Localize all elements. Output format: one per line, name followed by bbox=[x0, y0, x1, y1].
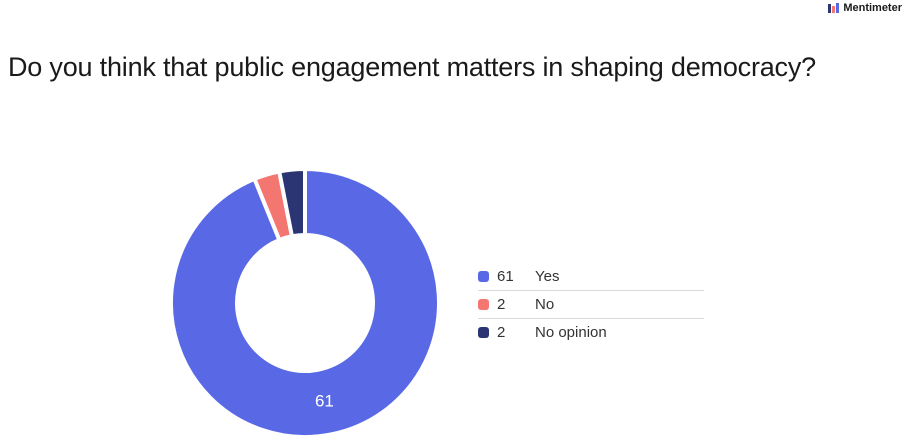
mentimeter-logo: Mentimeter bbox=[828, 2, 902, 14]
legend-label: No bbox=[535, 296, 555, 313]
legend-value: 61 bbox=[497, 268, 514, 285]
slice-value-label: 61 bbox=[315, 392, 334, 411]
legend-swatch bbox=[478, 327, 489, 338]
legend-swatch bbox=[478, 299, 489, 310]
question-title: Do you think that public engagement matt… bbox=[8, 52, 816, 82]
legend-label: No opinion bbox=[535, 324, 607, 341]
legend-item-no-opinion: 2 No opinion bbox=[478, 319, 704, 346]
legend-value: 2 bbox=[497, 324, 506, 341]
legend-value: 2 bbox=[497, 296, 506, 313]
brand-name: Mentimeter bbox=[843, 2, 902, 14]
legend-swatch bbox=[478, 271, 489, 282]
legend-label: Yes bbox=[535, 268, 560, 285]
donut-slice-yes bbox=[169, 167, 441, 439]
donut-slice-no-opinion bbox=[277, 167, 307, 239]
legend-item-yes: 61 Yes bbox=[478, 263, 704, 291]
chart-legend: 61 Yes 2 No 2 No opinion bbox=[478, 263, 704, 346]
mentimeter-logo-icon bbox=[828, 3, 840, 13]
legend-item-no: 2 No bbox=[478, 291, 704, 319]
